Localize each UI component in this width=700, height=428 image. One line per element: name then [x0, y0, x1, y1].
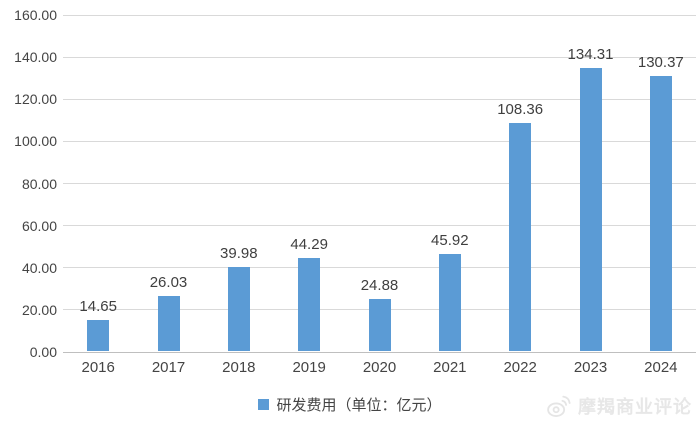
x-tick-label: 2016	[81, 359, 115, 376]
plot-area: 14.65 2016 26.03 2017 39.98 2018 44.29 2019 24.8…	[63, 14, 696, 376]
bar	[579, 68, 602, 351]
weibo-icon	[546, 392, 573, 419]
y-tick-label: 120.00	[14, 91, 57, 108]
bar	[509, 122, 532, 351]
bar-value-label: 130.37	[637, 54, 684, 72]
bar-value-label: 14.65	[79, 298, 117, 316]
bar-value-label: 39.98	[220, 244, 258, 262]
bar-value-label: 45.92	[431, 232, 469, 250]
x-tick-label: 2020	[362, 359, 397, 376]
y-gridline	[63, 183, 696, 184]
bar-value-label: 108.36	[497, 100, 544, 118]
y-tick-label: 140.00	[14, 49, 57, 66]
legend: 研发费用（单位：亿元）	[0, 394, 700, 415]
legend-label: 研发费用（单位：亿元）	[276, 397, 442, 414]
y-tick-label: 80.00	[21, 175, 57, 192]
bar	[649, 76, 672, 351]
x-tick-label: 2019	[292, 359, 326, 376]
y-tick-label: 20.00	[21, 301, 57, 318]
y-gridline	[63, 98, 696, 100]
bar	[298, 257, 321, 351]
y-gridline	[63, 56, 696, 58]
y-tick-label: 40.00	[21, 259, 57, 276]
x-tick-label: 2017	[151, 359, 186, 376]
y-gridline	[63, 351, 696, 353]
legend-swatch	[258, 399, 270, 410]
bar	[87, 320, 110, 351]
bar	[157, 296, 180, 351]
bar-value-label: 26.03	[149, 274, 188, 292]
x-tick-label: 2023	[573, 359, 608, 376]
x-tick-label: 2024	[644, 359, 678, 376]
x-tick-label: 2021	[433, 359, 467, 376]
bar	[438, 254, 461, 351]
bar-value-label: 24.88	[360, 276, 399, 294]
watermark-text: 摩羯商业评论	[578, 396, 692, 417]
x-tick-label: 2022	[503, 359, 537, 376]
y-gridline	[63, 140, 696, 142]
bar	[227, 266, 250, 351]
y-gridline	[63, 225, 696, 227]
bar-value-label: 134.31	[567, 46, 614, 64]
bar	[368, 298, 391, 351]
y-gridline	[63, 267, 696, 269]
y-gridline	[63, 14, 696, 16]
x-tick-label: 2018	[222, 359, 256, 376]
bar-value-label: 44.29	[290, 235, 328, 253]
y-tick-label: 160.00	[14, 7, 57, 23]
y-tick-label: 60.00	[21, 217, 57, 234]
watermark: 摩羯商业评论	[546, 392, 692, 419]
y-tick-label: 0.00	[29, 344, 57, 360]
y-tick-label: 100.00	[14, 133, 57, 150]
